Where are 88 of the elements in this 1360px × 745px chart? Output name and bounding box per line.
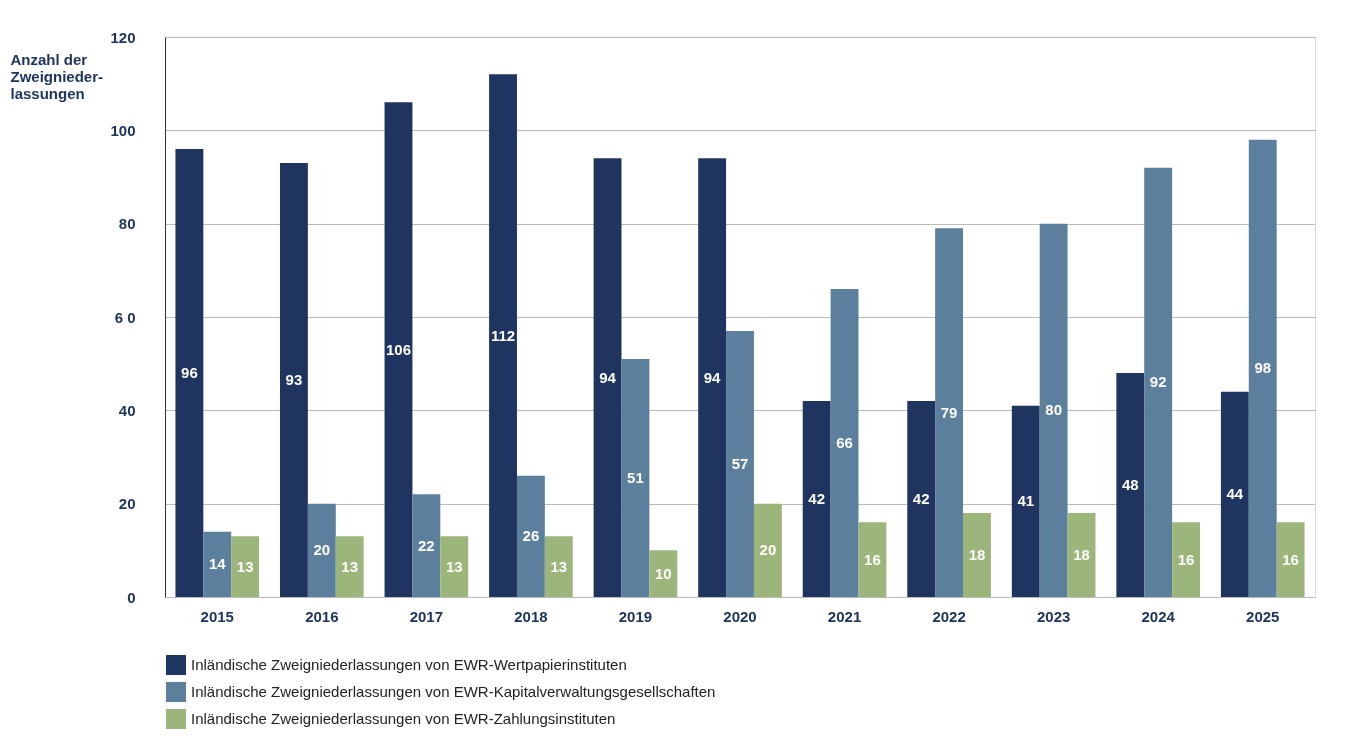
data-label: 16 xyxy=(1282,550,1299,568)
legend-label: Inländische Zweigniederlassungen von EWR-Wertpapierinstituten xyxy=(191,656,627,673)
x-tick-label: 2024 xyxy=(1141,607,1176,625)
data-label: 106 xyxy=(385,340,411,358)
y-tick-label: 80 xyxy=(118,215,136,233)
data-label: 94 xyxy=(599,368,617,386)
bar xyxy=(621,359,650,597)
x-tick-label: 2018 xyxy=(514,607,548,625)
bar xyxy=(384,102,413,597)
data-label: 51 xyxy=(627,469,644,486)
y-tick-label: 100 xyxy=(110,121,136,139)
data-label: 13 xyxy=(341,557,359,575)
bar xyxy=(412,494,441,597)
bar xyxy=(1116,373,1145,597)
x-tick-label: 2022 xyxy=(932,607,966,625)
data-label: 13 xyxy=(445,557,463,575)
bar xyxy=(280,163,308,597)
bar xyxy=(753,503,782,597)
data-label: 42 xyxy=(912,490,930,507)
bar xyxy=(1067,513,1096,597)
bar xyxy=(231,536,260,597)
bar xyxy=(1144,167,1173,597)
bar xyxy=(516,475,545,597)
x-tick-label: 2023 xyxy=(1036,607,1071,625)
data-label: 112 xyxy=(490,326,516,344)
bar xyxy=(307,503,336,597)
data-label: 98 xyxy=(1254,359,1272,377)
legend-label: Inländische Zweigniederlassungen von EWR-Zahlungsinstituten xyxy=(191,710,616,727)
data-label: 26 xyxy=(522,527,540,545)
x-tick-label: 2020 xyxy=(723,607,757,625)
data-label: 94 xyxy=(703,368,722,386)
bar xyxy=(649,550,678,597)
x-tick-label: 2025 xyxy=(1246,607,1280,625)
x-tick-label: 2021 xyxy=(827,607,862,625)
x-tick-label: 2016 xyxy=(305,607,339,625)
data-label: 10 xyxy=(654,564,672,582)
x-tick-label: 2017 xyxy=(409,607,444,625)
data-label: 79 xyxy=(940,403,958,421)
y-tick-label: 6 0 xyxy=(114,308,136,326)
data-label: 14 xyxy=(208,555,227,573)
data-label: 16 xyxy=(1177,550,1195,568)
data-label: 96 xyxy=(181,364,198,381)
bar xyxy=(935,228,964,597)
bar xyxy=(593,158,622,597)
y-tick-label: 40 xyxy=(118,401,136,419)
bar xyxy=(203,531,232,597)
data-label: 42 xyxy=(808,490,826,507)
x-tick-label: 2019 xyxy=(618,607,653,625)
data-label: 44 xyxy=(1226,485,1244,503)
bar xyxy=(1039,223,1068,597)
y-tick-label: 0 xyxy=(127,588,136,606)
data-label: 48 xyxy=(1121,476,1139,493)
bar xyxy=(907,401,936,597)
bar xyxy=(440,536,469,597)
bar xyxy=(963,513,991,597)
x-tick-label: 2015 xyxy=(200,607,234,625)
data-label: 41 xyxy=(1017,492,1035,510)
bar xyxy=(175,149,204,597)
bar xyxy=(858,522,887,597)
legend-label: Inländische Zweigniederlassungen von EWR-Kapitalverwaltungsgesellschaften xyxy=(191,683,716,700)
bar xyxy=(1276,522,1305,597)
bar xyxy=(726,331,754,597)
data-label: 57 xyxy=(731,455,749,472)
bar xyxy=(544,536,573,597)
data-label: 18 xyxy=(1073,546,1090,563)
y-tick-label: 20 xyxy=(118,495,136,513)
data-label: 13 xyxy=(236,557,254,575)
bar xyxy=(1220,391,1249,597)
data-label: 93 xyxy=(285,371,303,388)
data-label: 13 xyxy=(550,557,568,575)
data-label: 66 xyxy=(836,434,853,451)
data-label: 18 xyxy=(968,546,986,563)
data-label: 22 xyxy=(418,536,435,554)
bar xyxy=(1172,522,1200,597)
bar xyxy=(802,401,831,597)
bar xyxy=(335,536,364,597)
bar xyxy=(698,158,727,597)
bar xyxy=(489,74,517,597)
y-tick-label: 120 xyxy=(110,28,136,46)
data-label: 20 xyxy=(759,541,777,559)
data-label: 80 xyxy=(1045,401,1062,419)
bar xyxy=(1011,405,1040,597)
bar xyxy=(1248,139,1277,597)
y-axis-title: Anzahl der Zweignieder- lassungen xyxy=(10,50,104,102)
data-label: 20 xyxy=(313,541,331,559)
data-label: 92 xyxy=(1149,373,1167,391)
bar xyxy=(830,289,859,597)
data-label: 16 xyxy=(864,550,881,568)
